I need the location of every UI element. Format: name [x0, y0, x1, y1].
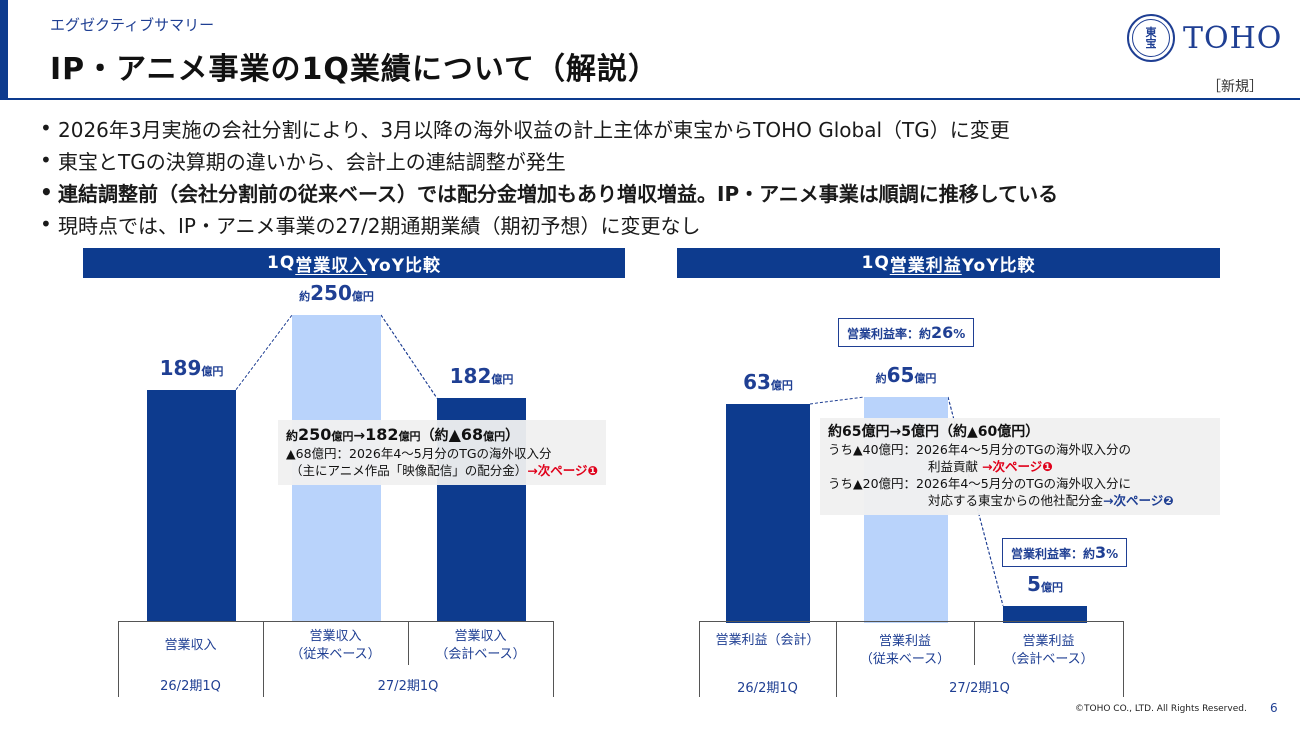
bullet-item: • 2026年3月実施の会社分割により、3月以降の海外収益の計上主体が東宝からTO…: [40, 112, 1058, 144]
bullet-item: • 現時点では、IP・アニメ事業の27/2期通期業績（期初予想）に変更なし: [40, 208, 1058, 240]
profit-bar-accounting: [1003, 605, 1087, 623]
header-divider: [0, 98, 1300, 100]
page-title: IP・アニメ事業の1Q業績について（解説）: [50, 52, 660, 87]
profit-explanation-note: 約65億円→5億円（約▲60億円） うち▲40億円：2026年4～5月分のTGの…: [820, 418, 1220, 515]
revenue-category-label: 営業収入 （従来ベース）: [290, 629, 381, 662]
next-page-link-1[interactable]: →次ページ❶: [981, 459, 1053, 474]
revenue-value-label: 182億円: [449, 364, 514, 389]
profit-category-label: 営業利益 （会計ベース）: [1003, 634, 1094, 667]
revenue-axis-divider: [553, 621, 554, 697]
revenue-period-label: 26/2期1Q: [160, 679, 221, 694]
logo-text: TOHO: [1183, 20, 1283, 56]
revenue-axis-top-line: [118, 621, 554, 622]
profit-axis-divider: [836, 621, 837, 697]
revenue-note-line2: （主にアニメ作品「映像配信」の配分金）→次ページ❶: [289, 463, 599, 478]
profit-bar-fy26-1q: [726, 403, 810, 623]
revenue-note-line1: ▲68億円：2026年4～5月分のTGの海外収入分: [286, 446, 552, 461]
section-kicker: エグゼクティブサマリー: [50, 16, 215, 34]
bullet-text: 連結調整前（会社分割前の従来ベース）では配分金増加もあり増収増益。IP・アニメ事…: [58, 181, 1059, 206]
profit-title-pre: 1Q: [861, 253, 890, 273]
revenue-title-post: YoY比較: [367, 255, 442, 276]
bullet-text: 2026年3月実施の会社分割により、3月以降の海外収益の計上主体が東宝からTOH…: [58, 117, 1010, 142]
header-accent-bar: [0, 0, 8, 100]
revenue-bar-fy26-1q: [147, 389, 236, 621]
revenue-period-label: 27/2期1Q: [377, 679, 439, 694]
next-page-link-1[interactable]: →次ページ❶: [527, 463, 599, 478]
profit-period-label: 26/2期1Q: [737, 681, 798, 696]
revenue-axis-divider: [408, 621, 409, 665]
revenue-title-underlined: 営業収入: [295, 255, 368, 276]
profit-axis-divider: [1123, 621, 1124, 697]
profit-value-label: 約65億円: [875, 363, 937, 387]
rev-connector-line: [380, 314, 438, 399]
profit-chart-title: 1Q 営業利益 YoY比較: [677, 248, 1220, 278]
page-number: 6: [1270, 701, 1278, 715]
next-page-link-2[interactable]: →次ページ❷: [1103, 493, 1174, 508]
profit-value-label: 63億円: [743, 369, 793, 394]
op-connector-line: [809, 396, 865, 405]
revenue-value-label: 約250億円: [299, 281, 374, 305]
new-tag: ［新規］: [1207, 79, 1263, 95]
toho-logo-mark: 東 宝: [1127, 14, 1175, 62]
revenue-explanation-note: 約250億円→182億円（約▲68億円） ▲68億円：2026年4～5月分のTG…: [278, 420, 607, 485]
revenue-note-head: 約250億円→182億円（約▲68億円）: [286, 425, 520, 444]
profit-axis-divider: [699, 621, 700, 697]
revenue-axis-divider: [263, 621, 264, 697]
profit-axis-divider: [974, 621, 975, 665]
profit-note-line3: うち▲20億円：2026年4～5月分のTGの海外収入分に: [828, 476, 1132, 491]
profit-period-label: 27/2期1Q: [949, 681, 1010, 696]
revenue-axis-divider: [118, 621, 119, 697]
revenue-value-label: 189億円: [159, 355, 224, 380]
revenue-title-pre: 1Q: [266, 253, 296, 273]
bullet-list: • 2026年3月実施の会社分割により、3月以降の海外収益の計上主体が東宝からTO…: [40, 112, 1058, 240]
profit-value-label: 5億円: [1027, 571, 1063, 596]
bullet-item: • 東宝とTGの決算期の違いから、会計上の連結調整が発生: [40, 144, 1058, 176]
logo-mark-top: 東: [1145, 26, 1157, 39]
profit-note-line2: 利益貢献 →次ページ❶: [928, 459, 1053, 474]
revenue-chart-title: 1Q 営業収入 YoY比較: [83, 248, 625, 278]
revenue-category-label: 営業収入 （会計ベース）: [435, 629, 526, 662]
bullet-text: 東宝とTGの決算期の違いから、会計上の連結調整が発生: [58, 149, 566, 174]
bullet-text: 現時点では、IP・アニメ事業の27/2期通期業績（期初予想）に変更なし: [58, 213, 701, 238]
logo-mark-bottom: 宝: [1145, 37, 1157, 50]
bullet-item: • 連結調整前（会社分割前の従来ベース）では配分金増加もあり増収増益。IP・アニメ…: [40, 176, 1058, 208]
profit-axis-top-line: [699, 621, 1124, 622]
profit-category-label: 営業利益 （従来ベース）: [859, 634, 951, 667]
copyright: ©TOHO CO., LTD. All Rights Reserved.: [1075, 704, 1247, 714]
rev-connector-line: [235, 314, 293, 390]
revenue-category-label: 営業収入: [164, 638, 217, 653]
toho-logo: 東 宝 TOHO: [1127, 14, 1282, 62]
profit-margin-box-conventional: 営業利益率：約26%: [838, 318, 975, 347]
profit-note-line4: 対応する東宝からの他社配分金→次ページ❷: [928, 493, 1174, 508]
profit-title-post: YoY比較: [961, 255, 1036, 276]
profit-note-line1: うち▲40億円：2026年4～5月分のTGの海外収入分の: [828, 442, 1132, 457]
profit-category-label: 営業利益（会計）: [715, 633, 820, 648]
profit-margin-box-accounting: 営業利益率：約3%: [1002, 538, 1128, 567]
profit-note-head: 約65億円→5億円（約▲60億円）: [828, 424, 1040, 440]
profit-title-underlined: 営業利益: [889, 255, 962, 276]
